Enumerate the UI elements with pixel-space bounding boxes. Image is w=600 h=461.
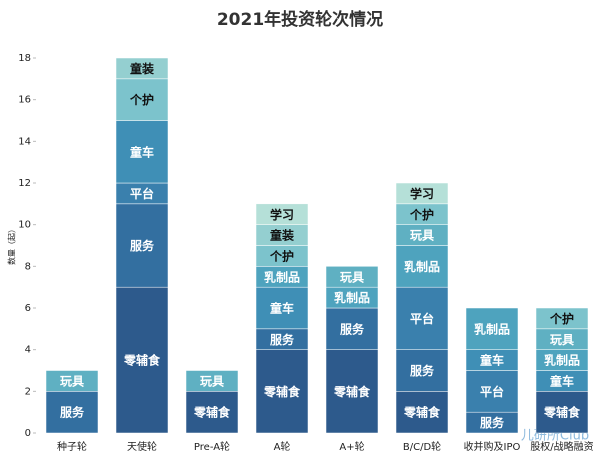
bar-segment [395,182,449,205]
bar-segment [535,391,589,434]
segment-label: 乳制品 [264,269,300,284]
y-tick-label: 14 [18,136,31,147]
segment-label: 童装 [270,228,294,243]
bar-segment [465,307,519,350]
bar-segment [395,349,449,392]
y-tick-label: 0 [25,428,31,439]
segment-label: 零辅食 [263,384,301,399]
chart-title: 2021年投资轮次情况 [217,9,383,30]
segment-label: 童车 [480,353,504,368]
y-tick-label: 8 [25,261,31,272]
y-tick-label: 18 [18,53,31,64]
bar-segment [395,286,449,350]
segment-label: 童车 [550,373,574,388]
bar-segment [325,349,379,434]
segment-label: 玩具 [200,374,224,388]
bar-segment [45,391,99,434]
bar-segment [115,203,169,288]
bar-segment [185,391,239,434]
bar-segment [255,203,309,225]
x-tick-label: 种子轮 [57,440,87,453]
segment-label: 玩具 [60,374,84,388]
y-tick-label: 4 [25,345,31,356]
x-tick-label: 天使轮 [127,440,157,453]
bar-segment [255,349,309,434]
segment-label: 零辅食 [333,384,371,399]
segment-label: 玩具 [550,333,574,347]
segment-label: 童车 [130,144,154,159]
x-tick-label: Pre-A轮 [194,440,230,453]
bar-segment [395,245,449,288]
segment-label: 服务 [340,321,365,336]
segment-label: 零辅食 [193,405,231,420]
segment-label: 平台 [480,384,504,399]
segment-label: 服务 [480,415,505,430]
y-axis-label: 数量（起） [7,225,17,265]
segment-label: 童装 [130,61,154,76]
x-tick-label: A+轮 [339,440,364,453]
segment-label: 个护 [549,311,574,326]
segment-label: 童车 [270,301,294,316]
bar-segment [325,307,379,350]
segment-label: 服务 [130,238,155,253]
x-tick-label: 股权/战略融资 [530,440,593,453]
y-tick-label: 2 [25,386,31,397]
x-tick-label: A轮 [274,440,291,453]
y-tick-label: 10 [18,220,31,231]
bar-segment [115,120,169,184]
segment-label: 学习 [270,207,294,222]
segment-label: 学习 [410,186,434,201]
bar-segment [325,266,379,288]
segment-label: 服务 [410,363,435,378]
bar-segment [465,370,519,413]
segment-label: 乳制品 [404,259,440,274]
bar-segment [115,57,169,80]
bar-segment [535,307,589,330]
bar-segment [185,370,239,392]
x-tick-label: B/C/D轮 [403,440,441,453]
segment-label: 零辅食 [403,405,441,420]
segment-label: 零辅食 [543,405,581,420]
y-tick-label: 6 [25,303,31,314]
segment-label: 零辅食 [123,353,161,368]
x-tick-label: 收并购及IPO [464,440,521,453]
segment-label: 乳制品 [474,321,510,336]
bar-segment [45,370,99,392]
y-tick-label: 12 [18,178,31,189]
segment-label: 玩具 [340,270,364,284]
segment-label: 服务 [270,332,295,347]
segment-label: 个护 [409,207,434,222]
segment-label: 乳制品 [544,353,580,368]
bar-segment [255,286,309,330]
segment-label: 个护 [129,92,154,107]
segment-label: 乳制品 [334,290,370,305]
segment-label: 平台 [410,311,434,326]
segment-label: 平台 [130,186,154,201]
y-tick-label: 16 [18,95,31,106]
segment-label: 玩具 [410,229,434,243]
segment-label: 个护 [269,248,294,263]
segment-label: 服务 [60,405,85,420]
